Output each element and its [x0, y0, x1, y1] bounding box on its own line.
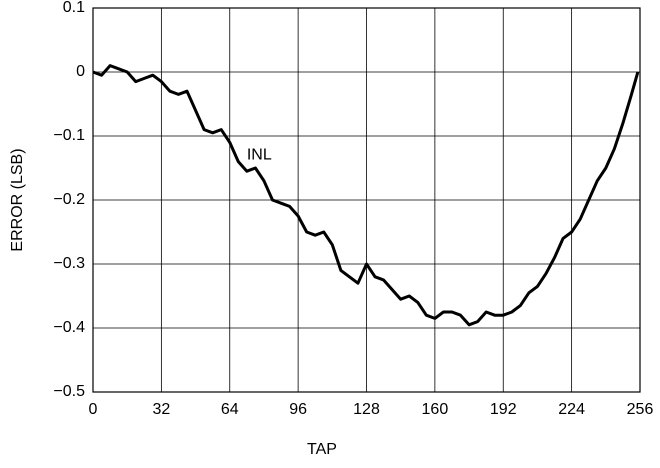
x-tick-label: 64: [221, 401, 239, 418]
y-tick-label: −0.3: [53, 255, 85, 272]
y-tick-label: −0.4: [53, 319, 85, 336]
x-tick-label: 160: [422, 401, 449, 418]
x-tick-label: 96: [289, 401, 307, 418]
y-tick-label: −0.2: [53, 191, 85, 208]
annotation: INL: [247, 146, 272, 163]
x-tick-label: 32: [152, 401, 170, 418]
x-tick-label: 224: [558, 401, 585, 418]
x-tick-label: 192: [490, 401, 517, 418]
y-tick-label: 0: [76, 63, 85, 80]
x-tick-label: 256: [627, 401, 654, 418]
y-tick-label: 0.1: [63, 0, 85, 16]
y-tick-label: −0.1: [53, 127, 85, 144]
x-tick-label: 0: [89, 401, 98, 418]
x-axis-label: TAP: [307, 441, 337, 458]
y-tick-label: −0.5: [53, 383, 85, 400]
y-axis-label: ERROR (LSB): [9, 148, 26, 251]
data-line: [92, 64, 640, 327]
plot-frame: [92, 7, 641, 393]
x-tick-label: 128: [353, 401, 380, 418]
